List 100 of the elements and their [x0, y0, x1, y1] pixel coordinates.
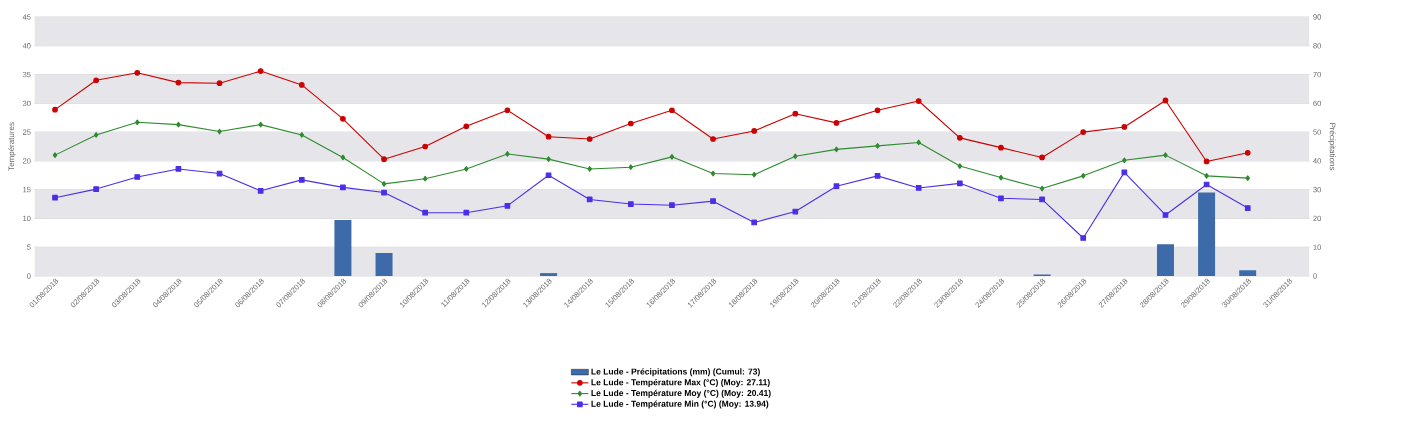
bar — [334, 219, 352, 276]
point — [1244, 149, 1251, 156]
point — [546, 156, 551, 163]
bar — [1239, 270, 1257, 276]
legend-label: Le Lude - Température Moy (°C) (Moy: 20.41) — [591, 389, 771, 398]
point — [1039, 196, 1045, 203]
y-axis-title: Températures — [8, 122, 16, 171]
point — [710, 136, 716, 142]
point — [998, 195, 1004, 202]
point — [751, 171, 757, 178]
point — [340, 154, 346, 161]
point — [874, 107, 881, 114]
point — [1203, 158, 1210, 165]
point — [875, 143, 880, 149]
point — [1203, 181, 1210, 188]
point — [422, 175, 428, 182]
point — [792, 208, 799, 215]
point — [751, 128, 758, 134]
point — [463, 209, 470, 216]
point — [1244, 205, 1251, 211]
point — [381, 181, 387, 187]
point — [381, 156, 387, 163]
legend-label: Le Lude - Précipitations (mm) (Cumul: 73) — [591, 368, 760, 377]
point — [257, 187, 264, 194]
point — [217, 128, 222, 135]
legend-label: Le Lude - Température Min (°C) (Moy: 13.94) — [591, 400, 769, 409]
point — [464, 166, 469, 172]
point — [52, 194, 58, 201]
point — [381, 189, 387, 196]
point — [793, 153, 798, 160]
point — [175, 79, 182, 86]
point — [545, 133, 552, 140]
point — [505, 151, 510, 157]
point — [916, 139, 921, 146]
point — [175, 166, 182, 172]
point — [52, 152, 58, 158]
point — [751, 219, 758, 226]
point — [669, 154, 675, 160]
point — [1162, 97, 1169, 104]
point — [1121, 169, 1128, 176]
point — [627, 201, 634, 207]
point — [504, 202, 511, 209]
point — [216, 80, 223, 87]
point — [93, 132, 99, 138]
point — [1162, 212, 1169, 218]
point — [1039, 185, 1045, 192]
point — [669, 202, 675, 209]
point — [1204, 173, 1209, 179]
point — [669, 107, 675, 114]
legend-label: Le Lude - Température Max (°C) (Moy: 27.11) — [591, 378, 770, 387]
point — [298, 82, 305, 88]
point — [422, 143, 429, 150]
point — [833, 183, 840, 190]
point — [504, 107, 511, 114]
point — [833, 120, 840, 126]
point — [176, 121, 181, 128]
point — [1080, 129, 1087, 135]
point — [340, 184, 346, 191]
point — [52, 106, 58, 113]
point — [586, 136, 593, 142]
point — [134, 69, 141, 76]
point — [874, 173, 881, 179]
point — [792, 110, 799, 117]
point — [710, 170, 716, 177]
point — [998, 174, 1004, 181]
point — [1163, 152, 1168, 158]
point — [93, 77, 99, 84]
point — [834, 146, 839, 153]
point — [710, 198, 716, 205]
point — [135, 119, 140, 126]
bar — [1198, 192, 1216, 276]
point — [998, 144, 1004, 151]
point — [93, 186, 99, 192]
point — [627, 120, 634, 127]
point — [134, 174, 141, 180]
point — [956, 135, 963, 141]
point — [257, 68, 264, 74]
point — [1039, 154, 1045, 161]
bar — [375, 252, 393, 276]
point — [915, 98, 922, 104]
point — [545, 172, 552, 179]
point — [1122, 157, 1127, 164]
point — [340, 116, 346, 122]
point — [957, 163, 963, 169]
point — [258, 121, 263, 128]
point — [956, 180, 963, 187]
point — [587, 166, 592, 172]
point — [915, 185, 922, 191]
bar — [540, 273, 558, 276]
point — [628, 164, 634, 171]
point — [1080, 173, 1086, 179]
point — [298, 177, 305, 183]
point — [422, 209, 429, 216]
point — [1245, 175, 1250, 181]
point — [1080, 235, 1087, 241]
point — [299, 132, 305, 138]
y2-axis-title: Précipitations — [1328, 123, 1336, 171]
point — [1121, 124, 1128, 130]
point — [586, 196, 593, 203]
point — [463, 123, 470, 130]
